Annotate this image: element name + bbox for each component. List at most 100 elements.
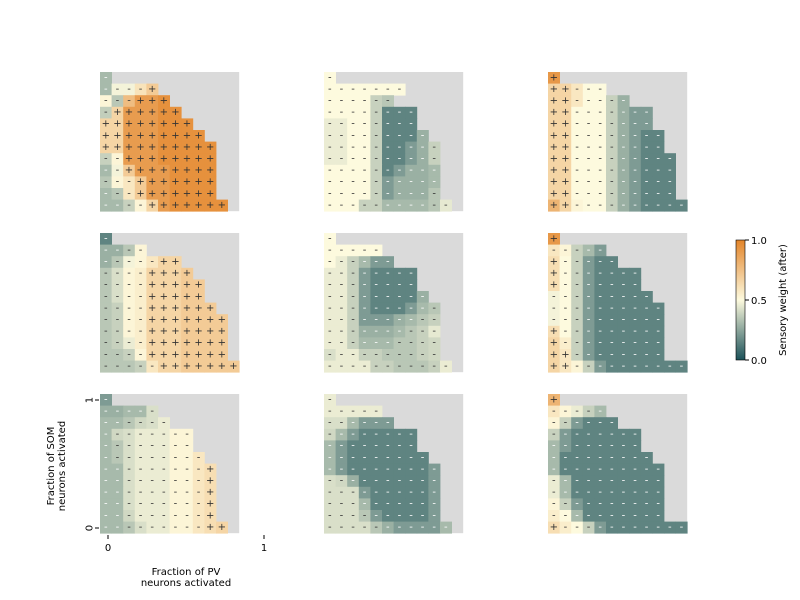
heatmap-cell <box>192 279 205 292</box>
heatmap-cell <box>405 463 418 476</box>
heatmap-cell <box>582 118 595 131</box>
cell-sign-minus: - <box>340 315 344 326</box>
heatmap-cell <box>204 521 217 534</box>
cell-sign-minus: - <box>328 418 332 429</box>
cell-sign-plus: + <box>136 107 144 118</box>
heatmap-cell <box>405 337 418 350</box>
cell-sign-minus: - <box>656 476 660 487</box>
heatmap-cell <box>324 325 336 338</box>
cell-sign-minus: - <box>150 464 154 475</box>
heatmap-cell <box>123 199 136 212</box>
heatmap-cell <box>393 452 406 464</box>
heatmap-cell <box>370 130 383 142</box>
heatmap-cell <box>358 188 371 200</box>
cell-sign-minus: - <box>351 119 355 130</box>
heatmap-cell <box>382 417 394 430</box>
cell-sign-minus: - <box>564 429 568 440</box>
cell-sign-plus: + <box>160 165 168 176</box>
cell-sign-minus: - <box>421 291 425 302</box>
heatmap-cell <box>123 417 136 430</box>
cell-sign-minus: - <box>139 338 143 349</box>
heatmap-cell <box>594 130 607 142</box>
heatmap-cell <box>134 417 147 430</box>
cell-sign-minus: - <box>162 452 166 463</box>
heatmap-cell <box>347 521 360 534</box>
cell-sign-minus: - <box>386 429 390 440</box>
heatmap-cell <box>594 314 607 327</box>
heatmap-cell <box>192 475 205 488</box>
heatmap-cell <box>324 267 336 280</box>
cell-sign-plus: + <box>550 165 558 176</box>
heatmap-cell <box>571 337 584 350</box>
cell-sign-minus: - <box>610 177 614 188</box>
heatmap-cell <box>582 440 595 453</box>
cell-sign-plus: + <box>194 154 202 165</box>
heatmap-cell <box>158 428 170 441</box>
heatmap-cell <box>582 130 595 142</box>
heatmap-cell <box>347 141 360 154</box>
heatmap-cell <box>146 486 159 499</box>
cell-sign-plus: + <box>561 130 569 141</box>
cell-sign-minus: - <box>552 441 556 452</box>
heatmap-cell <box>548 233 560 245</box>
heatmap-cell <box>393 325 406 338</box>
cell-sign-plus: + <box>160 200 168 211</box>
cell-sign-minus: - <box>645 154 649 165</box>
cell-sign-minus: - <box>374 406 378 417</box>
heatmap-cell <box>111 440 124 453</box>
cell-sign-minus: - <box>127 464 131 475</box>
heatmap-cell <box>617 337 630 350</box>
heatmap-cell <box>629 463 642 476</box>
cell-sign-minus: - <box>633 326 637 337</box>
cell-sign-minus: - <box>575 119 579 130</box>
heatmap-cell <box>559 440 572 453</box>
cell-sign-minus: - <box>104 245 108 256</box>
heatmap-cell <box>652 349 665 361</box>
heatmap-cell <box>158 141 170 154</box>
cell-sign-plus: + <box>125 165 133 176</box>
cell-sign-minus: - <box>622 177 626 188</box>
heatmap-cell <box>146 452 159 464</box>
cell-sign-minus: - <box>398 303 402 314</box>
heatmap-cell <box>571 302 584 315</box>
cell-sign-minus: - <box>386 188 390 199</box>
heatmap-cell <box>370 279 383 292</box>
heatmap-cell <box>181 118 194 131</box>
heatmap-cell <box>123 463 136 476</box>
heatmap-cell <box>111 325 124 338</box>
cell-sign-minus: - <box>139 418 143 429</box>
heatmap-cell <box>123 302 136 315</box>
cell-sign-plus: + <box>550 394 558 405</box>
heatmap-cell <box>134 486 147 499</box>
heatmap-cell <box>216 199 228 212</box>
cell-sign-plus: + <box>148 303 156 314</box>
heatmap-cell <box>571 314 584 327</box>
cell-sign-minus: - <box>127 303 131 314</box>
heatmap-cell <box>146 360 159 373</box>
cell-sign-plus: + <box>183 326 191 337</box>
heatmap-cell <box>440 199 452 212</box>
heatmap-cell <box>594 141 607 154</box>
cell-sign-minus: - <box>598 154 602 165</box>
cell-sign-plus: + <box>206 200 214 211</box>
cell-sign-minus: - <box>340 268 344 279</box>
cell-sign-minus: - <box>340 487 344 498</box>
cell-sign-minus: - <box>598 96 602 107</box>
heatmap-cell <box>548 244 560 257</box>
heatmap-cell <box>571 349 584 361</box>
x-axis: 0 1 Fraction of PV neurons activated <box>105 535 267 589</box>
heatmap-cell <box>428 302 441 315</box>
heatmap-cell <box>347 510 360 522</box>
cell-sign-plus: + <box>102 119 110 130</box>
y-tick-label-1: 1 <box>85 397 96 403</box>
cell-sign-minus: - <box>398 119 402 130</box>
heatmap-cell <box>571 475 584 488</box>
heatmap-cell <box>111 521 124 534</box>
cell-sign-plus: + <box>550 338 558 349</box>
heatmap-cell <box>158 291 170 303</box>
heatmap-cell <box>582 360 595 373</box>
heatmap-cell <box>324 141 336 154</box>
cell-sign-plus: + <box>550 96 558 107</box>
cell-sign-minus: - <box>374 84 378 95</box>
heatmap-cell <box>181 176 194 189</box>
